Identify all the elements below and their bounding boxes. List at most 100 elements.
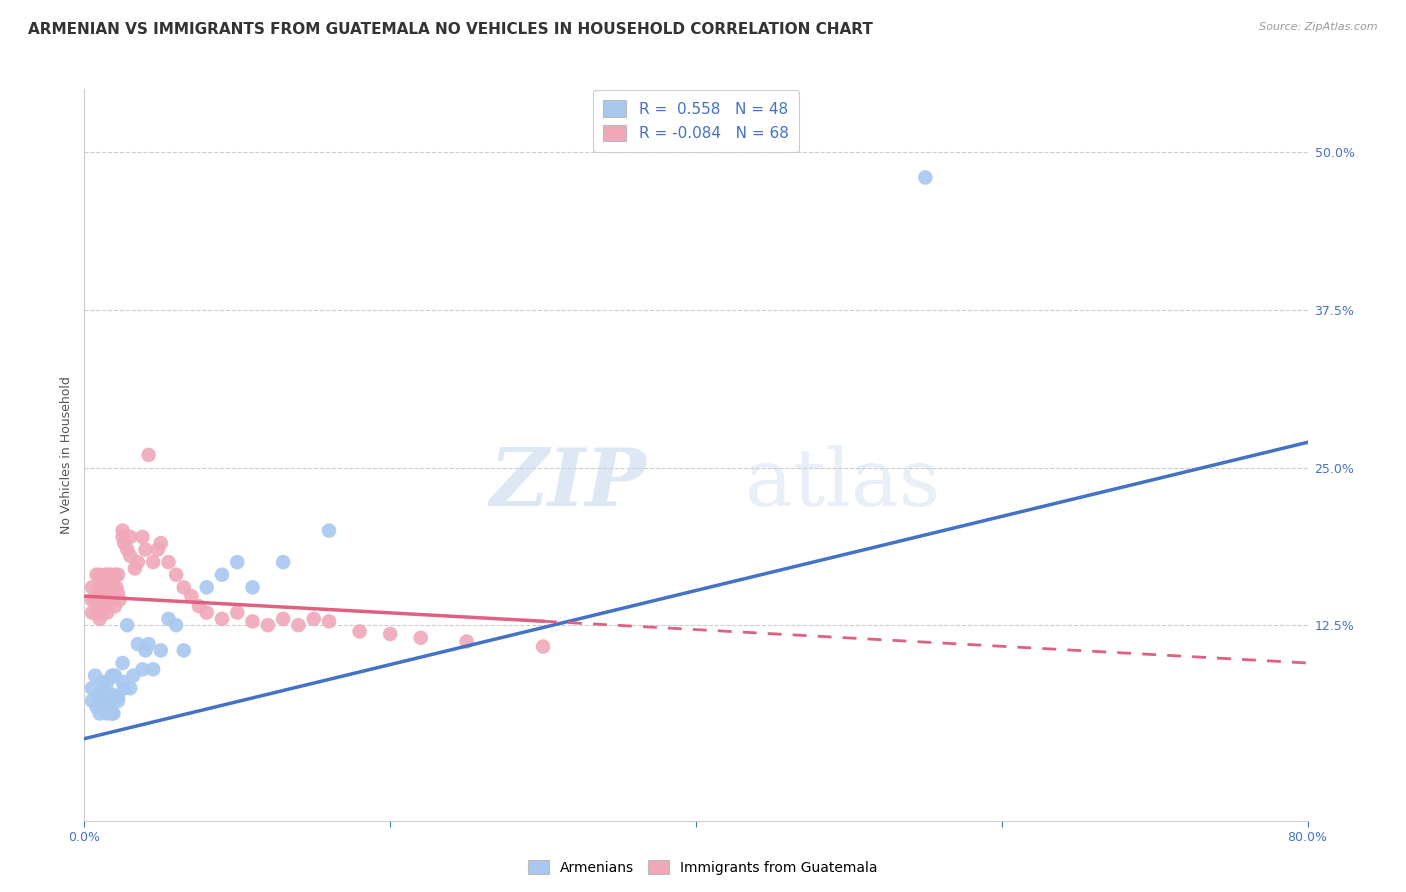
Point <box>226 555 249 569</box>
Point <box>135 542 157 557</box>
Point <box>138 448 160 462</box>
Point <box>107 567 129 582</box>
Point <box>103 706 125 721</box>
Point <box>195 580 218 594</box>
Point <box>90 599 112 614</box>
Point <box>96 587 118 601</box>
Point <box>104 567 127 582</box>
Point <box>89 706 111 721</box>
Point <box>80 580 103 594</box>
Point <box>107 690 129 704</box>
Point <box>93 690 115 704</box>
Point <box>173 580 195 594</box>
Text: ZIP: ZIP <box>491 445 647 523</box>
Point <box>80 606 103 620</box>
Point <box>120 530 142 544</box>
Point <box>142 662 165 676</box>
Point <box>101 688 124 702</box>
Point <box>101 706 124 721</box>
Point <box>302 612 325 626</box>
Point <box>86 700 108 714</box>
Point <box>131 662 153 676</box>
Point <box>91 580 114 594</box>
Point <box>89 688 111 702</box>
Point <box>318 524 340 538</box>
Point <box>211 612 233 626</box>
Point <box>165 618 187 632</box>
Point <box>115 542 138 557</box>
Point <box>101 574 124 588</box>
Point <box>531 640 554 654</box>
Point <box>111 674 134 689</box>
Point <box>107 694 129 708</box>
Point <box>131 530 153 544</box>
Point <box>96 690 118 704</box>
Point <box>101 589 124 603</box>
Point <box>93 589 115 603</box>
Point <box>91 606 114 620</box>
Y-axis label: No Vehicles in Household: No Vehicles in Household <box>59 376 73 533</box>
Point <box>257 618 280 632</box>
Point <box>124 561 146 575</box>
Text: atlas: atlas <box>745 445 941 524</box>
Point <box>89 593 111 607</box>
Point <box>96 674 118 689</box>
Point <box>122 668 145 682</box>
Point <box>188 599 211 614</box>
Point <box>111 524 134 538</box>
Point <box>105 690 128 704</box>
Point <box>89 700 111 714</box>
Point <box>98 567 121 582</box>
Point <box>127 637 149 651</box>
Point <box>149 536 172 550</box>
Point <box>318 615 340 629</box>
Point <box>80 593 103 607</box>
Point <box>349 624 371 639</box>
Point <box>103 580 125 594</box>
Point <box>89 580 111 594</box>
Point <box>146 542 169 557</box>
Point <box>96 593 118 607</box>
Point <box>120 549 142 563</box>
Point <box>242 580 264 594</box>
Point <box>115 618 138 632</box>
Point <box>287 618 309 632</box>
Point <box>93 574 115 588</box>
Point <box>98 593 121 607</box>
Point <box>157 612 180 626</box>
Point <box>84 593 107 607</box>
Point <box>120 681 142 696</box>
Point <box>98 694 121 708</box>
Point <box>135 643 157 657</box>
Point <box>165 567 187 582</box>
Point <box>104 599 127 614</box>
Point <box>91 694 114 708</box>
Point <box>157 555 180 569</box>
Point <box>226 606 249 620</box>
Text: Source: ZipAtlas.com: Source: ZipAtlas.com <box>1260 22 1378 32</box>
Point <box>97 580 120 594</box>
Point <box>111 656 134 670</box>
Point <box>271 555 294 569</box>
Point <box>89 612 111 626</box>
Point <box>96 606 118 620</box>
Point <box>91 593 114 607</box>
Point <box>84 668 107 682</box>
Point <box>138 637 160 651</box>
Point <box>271 612 294 626</box>
Point <box>93 685 115 699</box>
Point <box>86 606 108 620</box>
Point <box>89 567 111 582</box>
Point <box>86 567 108 582</box>
Point <box>96 700 118 714</box>
Point <box>80 681 103 696</box>
Point <box>104 690 127 704</box>
Point <box>195 606 218 620</box>
Point <box>105 580 128 594</box>
Point <box>112 536 135 550</box>
Point <box>87 587 110 601</box>
Point <box>180 589 202 603</box>
Point <box>112 681 135 696</box>
Point <box>111 530 134 544</box>
Legend: Armenians, Immigrants from Guatemala: Armenians, Immigrants from Guatemala <box>523 855 883 880</box>
